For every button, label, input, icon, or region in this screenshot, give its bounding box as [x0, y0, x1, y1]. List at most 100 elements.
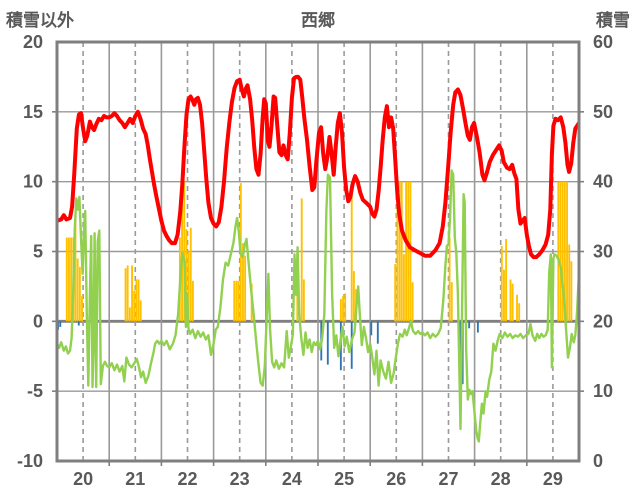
orange-bar [407, 181, 410, 322]
orange-bar [78, 266, 81, 322]
orange-bar [65, 237, 68, 322]
orange-bar [448, 237, 451, 322]
right-axis-tick-label: 40 [593, 172, 613, 192]
orange-bar [500, 245, 503, 322]
left-axis-tick-label: 10 [23, 172, 43, 192]
orange-bar [302, 279, 305, 322]
right-axis-tick-label: 20 [593, 311, 613, 331]
blue-bar [59, 321, 62, 327]
red-line-path [56, 74, 580, 260]
orange-bar [509, 279, 512, 322]
blue-bar [77, 321, 80, 326]
orange-bar [131, 265, 133, 322]
orange-bar [405, 181, 408, 322]
orange-bar [185, 229, 188, 322]
red-line-series [56, 74, 580, 260]
orange-bar [235, 280, 238, 322]
orange-bar [139, 300, 142, 322]
orange-bar [133, 290, 136, 322]
orange-bar [74, 219, 77, 322]
left-axis-tick-label: 20 [23, 32, 43, 52]
orange-bar [183, 181, 186, 322]
orange-bar [233, 280, 236, 322]
green-line-series [56, 169, 580, 443]
orange-bar [563, 181, 566, 322]
x-axis-day-label: 20 [73, 469, 93, 489]
orange-bar [68, 237, 70, 322]
orange-bar [181, 181, 183, 322]
right-axis-tick-label: 60 [593, 32, 613, 52]
orange-bar [396, 181, 399, 322]
blue-bar [370, 321, 373, 336]
orange-bar [191, 280, 194, 322]
orange-bar [511, 283, 514, 322]
orange-bar [566, 181, 568, 322]
orange-bar [409, 181, 412, 322]
orange-bar [518, 303, 521, 322]
orange-bar [400, 181, 403, 322]
orange-bar [300, 198, 303, 322]
left-axis-tick-label: -5 [27, 381, 43, 401]
x-axis-day-label: 21 [125, 469, 145, 489]
chart-title: 西郷 [301, 10, 335, 30]
orange-bar [344, 293, 347, 322]
orange-bar [503, 269, 505, 322]
orange-bar [342, 296, 344, 322]
orange-bar [128, 307, 131, 322]
left-axis-title: 積雪以外 [6, 10, 74, 30]
orange-bar [296, 280, 299, 322]
orange-bar [411, 282, 414, 322]
orange-bar [189, 227, 192, 322]
orange-bar [557, 181, 560, 322]
blue-bar [476, 321, 479, 333]
orange-bar [559, 181, 562, 322]
right-axis-tick-label: 30 [593, 242, 613, 262]
x-axis-day-label: 27 [438, 469, 458, 489]
orange-bar [450, 282, 453, 322]
orange-bar [398, 181, 401, 322]
x-axis-day-label: 29 [543, 469, 563, 489]
x-axis-day-label: 26 [386, 469, 406, 489]
right-axis-tick-label: 0 [593, 451, 603, 471]
orange-bar [350, 191, 353, 322]
orange-bar [242, 243, 244, 322]
orange-bar [568, 244, 571, 322]
right-axis-tick-label: 10 [593, 381, 613, 401]
right-axis-tick-label: 50 [593, 102, 613, 122]
plot-frame [52, 40, 584, 466]
left-axis-tick-label: -10 [17, 451, 43, 471]
orange-bar [137, 279, 140, 322]
x-axis-day-label: 22 [177, 469, 197, 489]
orange-bar [402, 254, 405, 322]
orange-bar [237, 280, 240, 322]
left-axis-tick-label: 15 [23, 102, 43, 122]
orange-bar [570, 261, 573, 322]
blue-bar [468, 321, 471, 329]
green-line-path [56, 169, 580, 443]
x-axis-day-label: 25 [334, 469, 354, 489]
x-axis-day-label: 28 [491, 469, 511, 489]
orange-bar [561, 181, 564, 322]
orange-bar [339, 298, 342, 322]
orange-bar [70, 237, 73, 322]
right-axis-title: 積雪 [596, 10, 630, 30]
orange-bar [244, 255, 247, 322]
orange-bar [81, 296, 83, 322]
orange-bar [126, 265, 129, 322]
orange-bar [516, 294, 518, 322]
orange-bar [394, 264, 397, 322]
orange-bar [505, 238, 508, 322]
x-axis-day-label: 24 [282, 469, 302, 489]
left-axis-tick-label: 0 [33, 311, 43, 331]
gridlines [57, 42, 579, 461]
orange-bar [187, 251, 190, 322]
orange-bar [76, 258, 79, 322]
blue-bar [376, 321, 379, 344]
x-axis-day-label: 23 [230, 469, 250, 489]
orange-bar [135, 279, 138, 322]
left-axis-tick-label: 5 [33, 242, 43, 262]
orange-bar [124, 268, 127, 322]
